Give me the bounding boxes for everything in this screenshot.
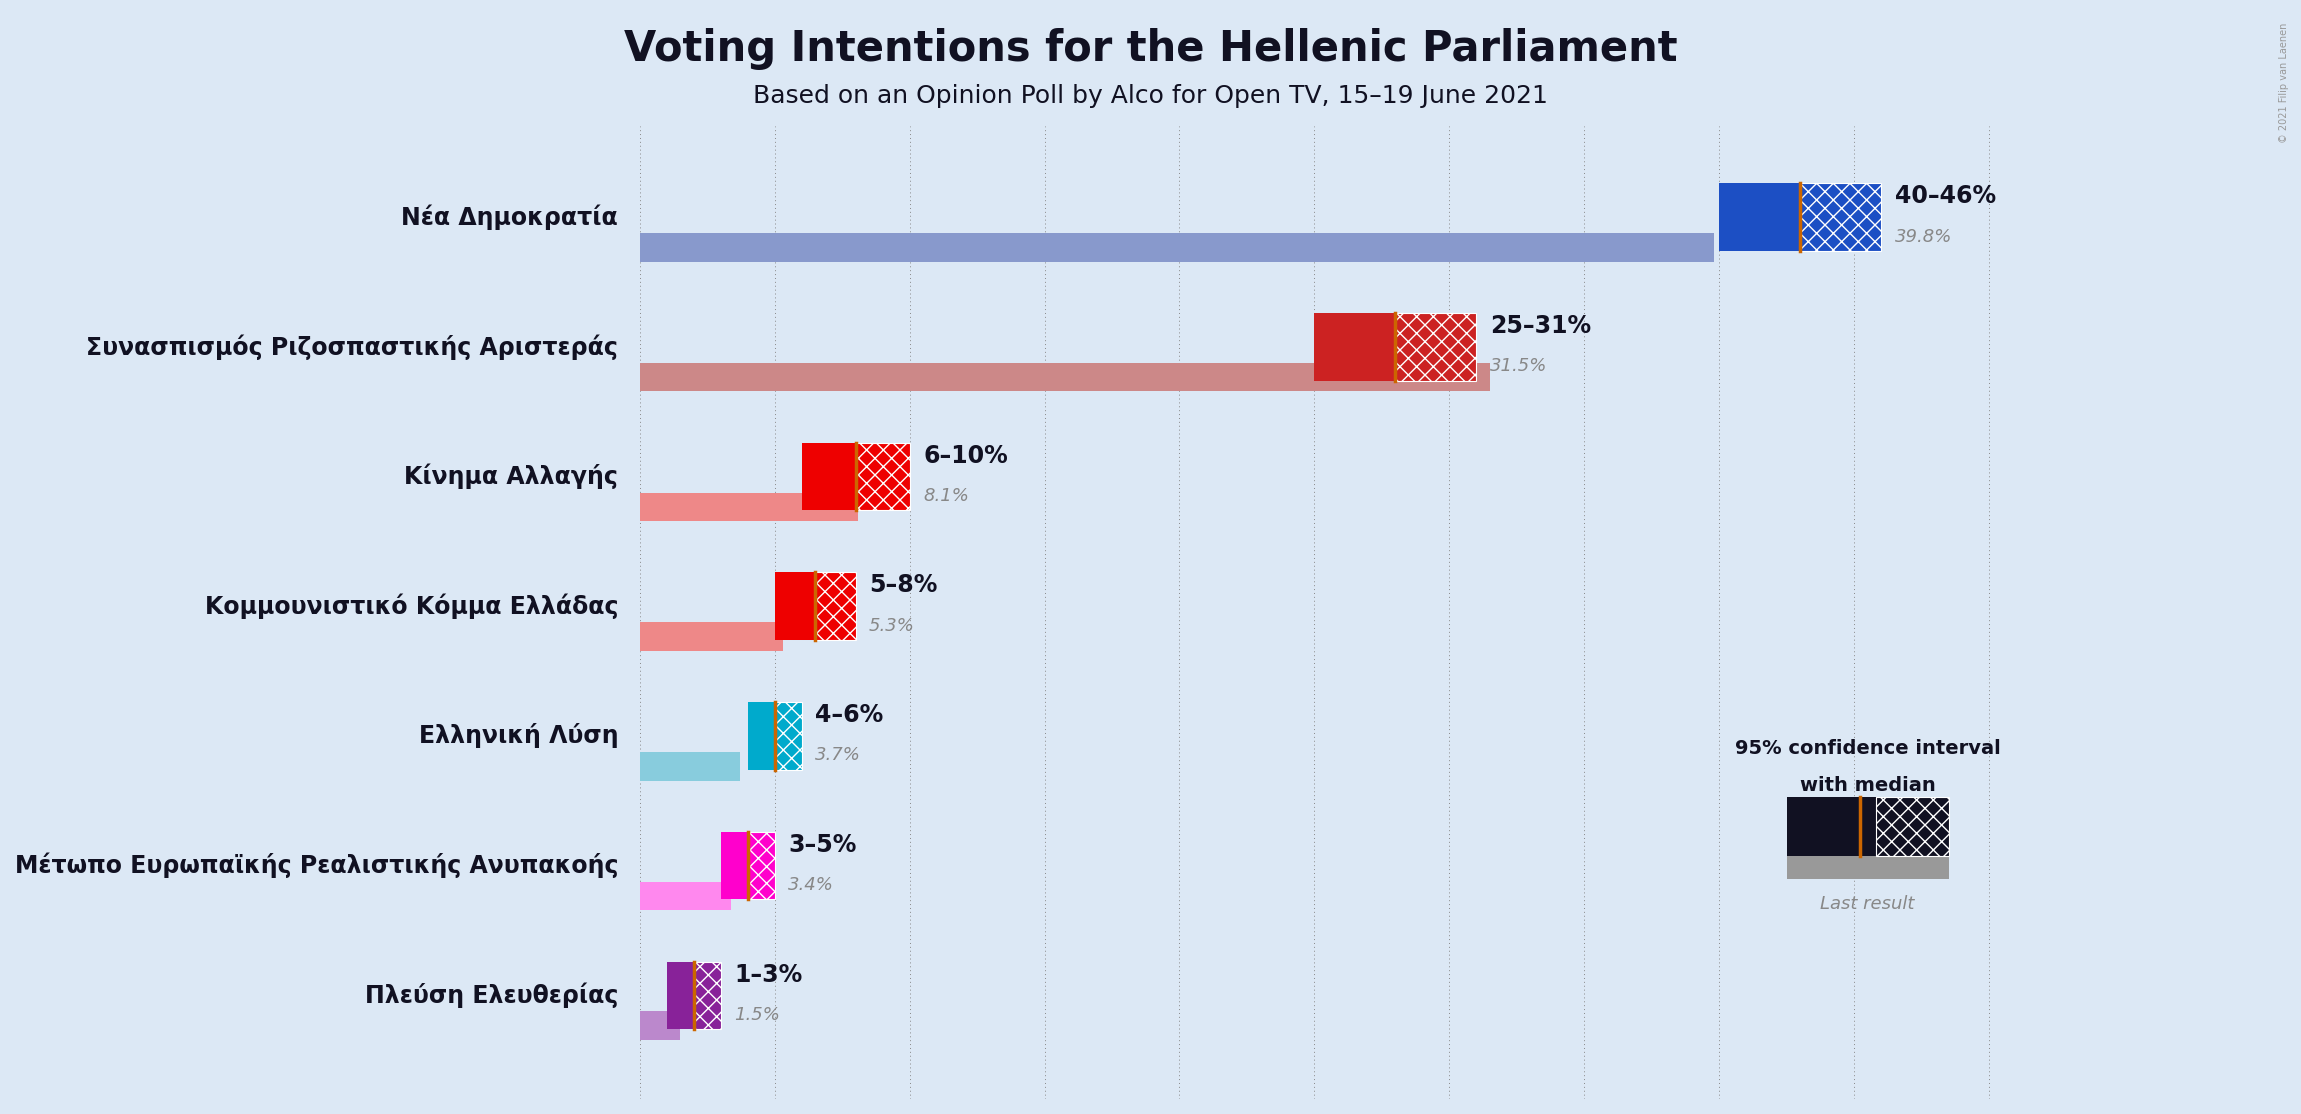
Bar (640, 752, 739, 781)
Text: 1–3%: 1–3% (734, 962, 803, 987)
Text: © 2021 Filip van Laenen: © 2021 Filip van Laenen (2280, 22, 2289, 143)
Bar (667, 961, 693, 1029)
Text: 95% confidence interval: 95% confidence interval (1735, 740, 2000, 759)
Text: 25–31%: 25–31% (1489, 314, 1590, 339)
Bar (1394, 313, 1477, 381)
Bar (640, 363, 1489, 391)
Bar (748, 702, 775, 770)
Text: 3.4%: 3.4% (789, 876, 833, 895)
Text: Πλεύση Ελευθερίας: Πλεύση Ελευθερίας (366, 983, 619, 1008)
Bar (693, 961, 720, 1029)
Text: 4–6%: 4–6% (815, 703, 884, 727)
Bar (775, 573, 815, 639)
Text: Συνασπισμός Ριζοσπαστικής Αριστεράς: Συνασπισμός Ριζοσπαστικής Αριστεράς (85, 334, 619, 360)
Text: Νέα Δημοκρατία: Νέα Δημοκρατία (400, 205, 619, 229)
Bar (801, 443, 856, 510)
Text: 3–5%: 3–5% (789, 833, 856, 857)
Text: 40–46%: 40–46% (1894, 185, 1995, 208)
Bar (815, 573, 856, 639)
Bar (640, 492, 858, 521)
Bar (640, 623, 782, 651)
Bar (1786, 798, 1875, 856)
Text: 8.1%: 8.1% (923, 487, 969, 505)
Text: 39.8%: 39.8% (1894, 227, 1951, 245)
Text: Based on an Opinion Poll by Alco for Open TV, 15–19 June 2021: Based on an Opinion Poll by Alco for Ope… (752, 84, 1549, 108)
Text: 6–10%: 6–10% (923, 443, 1008, 468)
Text: Κομμουνιστικό Κόμμα Ελλάδας: Κομμουνιστικό Κόμμα Ελλάδας (205, 594, 619, 619)
Text: 5–8%: 5–8% (870, 574, 937, 597)
Text: Voting Intentions for the Hellenic Parliament: Voting Intentions for the Hellenic Parli… (624, 28, 1677, 70)
Text: with median: with median (1799, 775, 1935, 794)
Text: 5.3%: 5.3% (870, 617, 916, 635)
Text: 31.5%: 31.5% (1489, 358, 1546, 375)
Bar (856, 443, 909, 510)
Text: 1.5%: 1.5% (734, 1006, 780, 1024)
Text: Μέτωπο Ευρωπαϊκής Ρεαλιστικής Ανυπακοής: Μέτωπο Ευρωπαϊκής Ρεαλιστικής Ανυπακοής (14, 853, 619, 878)
Text: Ελληνική Λύση: Ελληνική Λύση (419, 723, 619, 749)
Bar (640, 1012, 681, 1039)
Bar (640, 233, 1714, 262)
Bar (775, 702, 801, 770)
Text: 3.7%: 3.7% (815, 746, 861, 764)
Bar (748, 832, 775, 899)
Bar (720, 832, 748, 899)
Text: Κίνημα Αλλαγής: Κίνημα Αλλαγής (405, 463, 619, 489)
Bar (1719, 184, 1799, 251)
Text: Last result: Last result (1820, 895, 1914, 912)
Bar (1314, 313, 1394, 381)
Bar (1875, 798, 1949, 856)
Bar (640, 881, 732, 910)
Bar (1799, 184, 1882, 251)
Bar (1786, 857, 1949, 879)
